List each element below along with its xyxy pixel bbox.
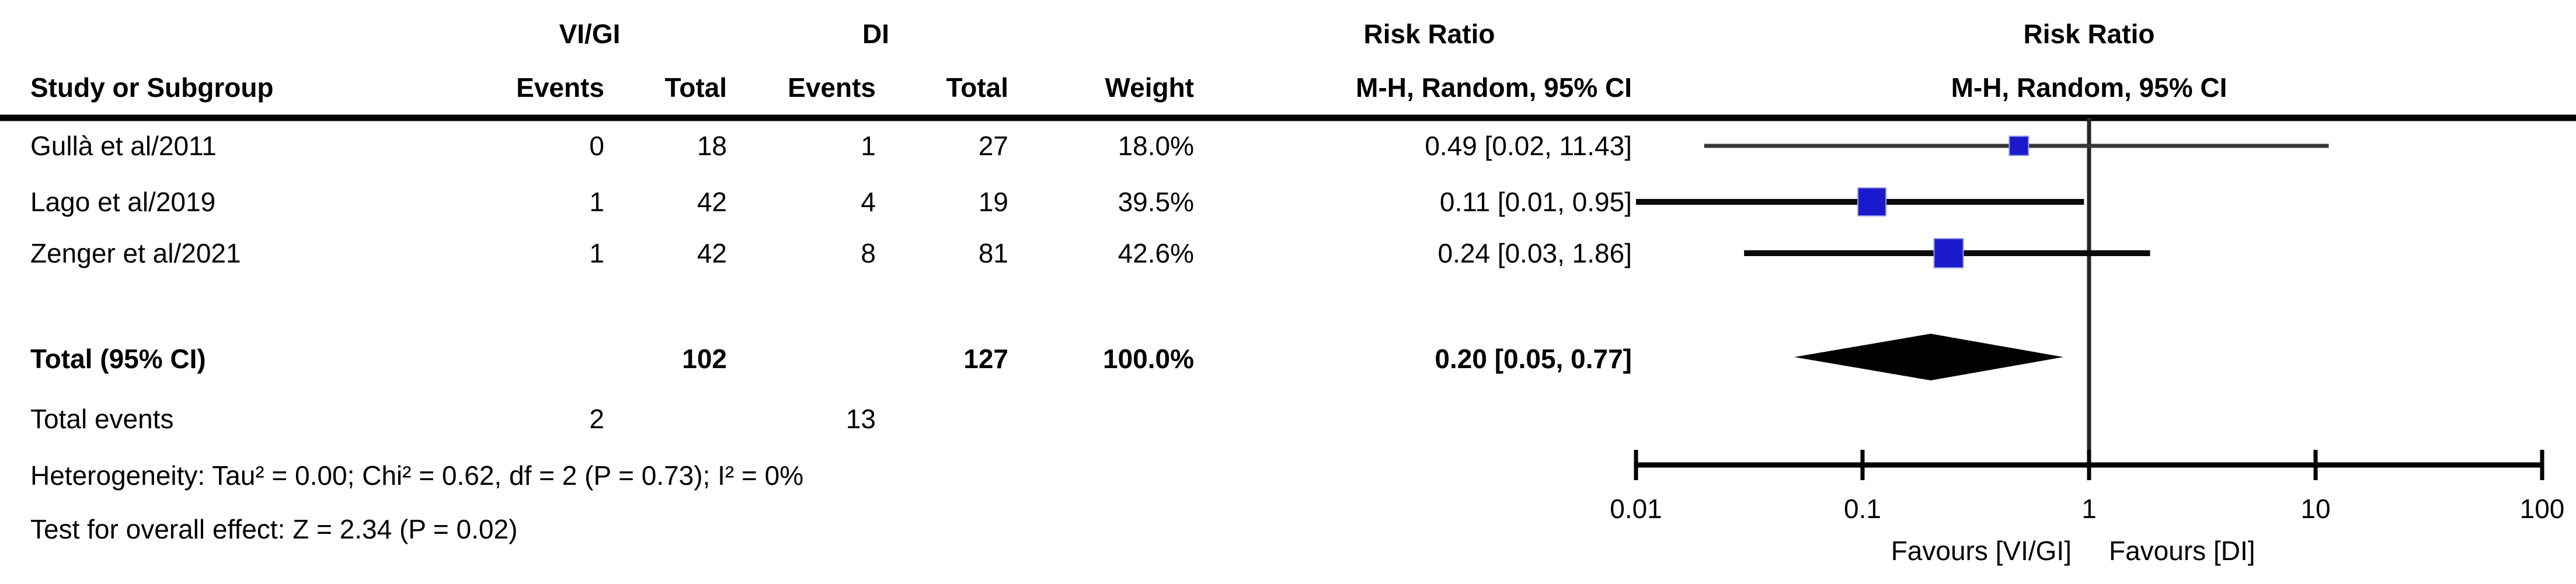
col-header-total-vigi: Total	[664, 72, 727, 103]
events-vigi: 0	[589, 131, 604, 161]
col-header-total-di: Total	[946, 72, 1008, 103]
study-name: Gullà et al/2011	[30, 131, 217, 161]
total-n-vigi: 102	[682, 344, 727, 374]
axis-tick-label: 10	[2300, 494, 2330, 524]
total-vigi: 18	[697, 131, 727, 161]
total-events-label: Total events	[30, 404, 174, 434]
axis-tick-label: 1	[2081, 494, 2097, 524]
heterogeneity-stats: Heterogeneity: Tau² = 0.00; Chi² = 0.62,…	[30, 460, 804, 491]
ci-text: 0.24 [0.03, 1.86]	[1437, 238, 1632, 268]
events-vigi: 1	[589, 187, 604, 217]
col-header-events-vigi: Events	[516, 72, 604, 103]
study-name: Zenger et al/2021	[30, 238, 241, 268]
total-label: Total (95% CI)	[30, 344, 206, 374]
total-di: 27	[978, 131, 1008, 161]
col-header-method-plot: M-H, Random, 95% CI	[1951, 72, 2227, 103]
axis-tick-label: 100	[2520, 494, 2565, 524]
events-di: 1	[861, 131, 876, 161]
total-di: 81	[978, 238, 1008, 268]
effect-square	[1857, 187, 1887, 216]
study-name: Lago et al/2019	[30, 187, 216, 217]
total-n-di: 127	[963, 344, 1008, 374]
events-di: 8	[861, 238, 876, 268]
effect-square	[1933, 238, 1964, 268]
total-events-vigi: 2	[589, 404, 604, 434]
col-header-method-text: M-H, Random, 95% CI	[1356, 72, 1632, 103]
risk-ratio-header-text: Risk Ratio	[1363, 19, 1495, 49]
weight-value: 18.0%	[1118, 131, 1194, 161]
total-vigi: 42	[697, 187, 727, 217]
group-header-vigi: VI/GI	[559, 19, 621, 49]
events-vigi: 1	[589, 238, 604, 268]
total-weight: 100.0%	[1102, 344, 1194, 374]
weight-value: 42.6%	[1118, 238, 1194, 268]
ci-text: 0.49 [0.02, 11.43]	[1425, 131, 1632, 161]
total-vigi: 42	[697, 238, 727, 268]
effect-square	[2008, 135, 2030, 156]
risk-ratio-header-plot: Risk Ratio	[2023, 19, 2155, 49]
axis-tick-label: 0.01	[1610, 494, 1662, 524]
overall-effect-test: Test for overall effect: Z = 2.34 (P = 0…	[30, 514, 518, 544]
axis-tick-label: 0.1	[1844, 494, 1881, 524]
total-ci-text: 0.20 [0.05, 0.77]	[1435, 344, 1632, 374]
ci-text: 0.11 [0.01, 0.95]	[1439, 187, 1632, 217]
group-header-di: DI	[862, 19, 889, 49]
favours-right-label: Favours [DI]	[2109, 536, 2255, 566]
pooled-diamond	[1794, 334, 2063, 380]
total-di: 19	[978, 187, 1008, 217]
col-header-weight: Weight	[1105, 72, 1194, 103]
favours-left-label: Favours [VI/GI]	[1891, 536, 2072, 566]
weight-value: 39.5%	[1118, 187, 1194, 217]
col-header-study: Study or Subgroup	[30, 72, 274, 103]
total-events-di: 13	[845, 404, 876, 434]
col-header-events-di: Events	[788, 72, 876, 103]
events-di: 4	[861, 187, 876, 217]
